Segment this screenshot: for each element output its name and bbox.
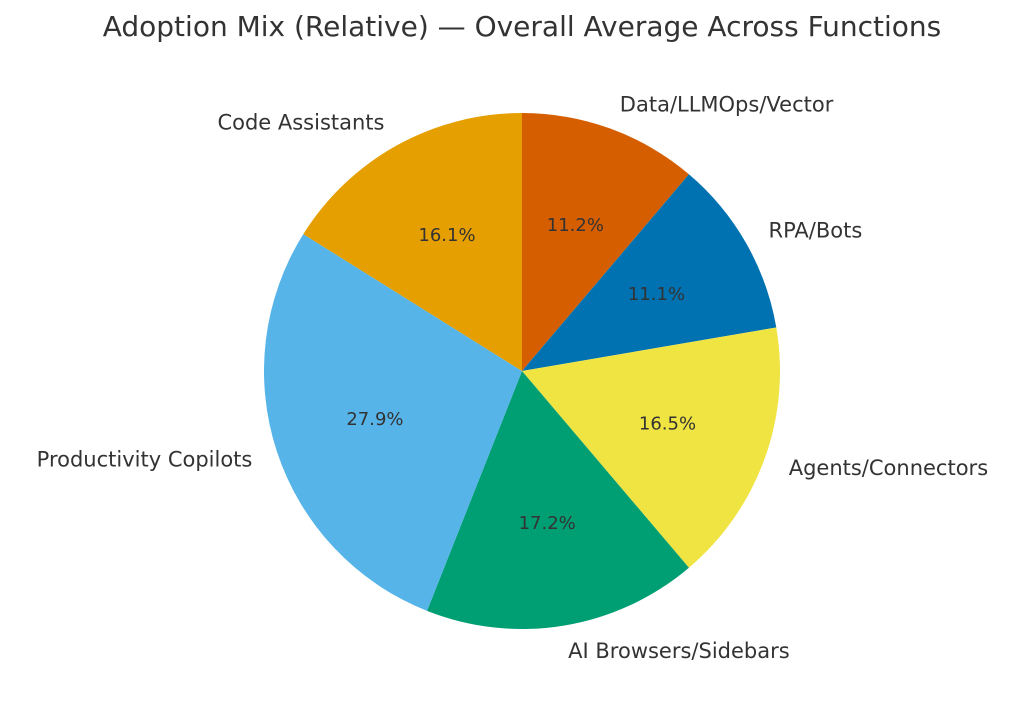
slice-label-data-llmops-vector: Data/LLMOps/Vector — [620, 93, 834, 117]
pie-slice-ai-browsers-sidebars — [427, 371, 689, 629]
slice-label-agents-connectors: Agents/Connectors — [789, 456, 988, 480]
pie-slice-productivity-copilots — [264, 234, 522, 611]
pct-label-ai-browsers-sidebars: 17.2% — [519, 513, 576, 534]
slice-label-rpa-bots: RPA/Bots — [769, 218, 863, 242]
slice-label-code-assistants: Code Assistants — [217, 111, 384, 135]
slice-label-productivity-copilots: Productivity Copilots — [37, 448, 253, 472]
pie-slice-agents-connectors — [522, 327, 781, 568]
pie-labels: 11.2% Data/LLMOps/Vector 11.1% RPA/Bots 16.5… — [37, 93, 988, 663]
pct-label-data-llmops-vector: 11.2% — [547, 215, 604, 236]
pie-slice-code-assistants — [303, 112, 522, 371]
chart-title: Adoption Mix (Relative) — Overall Averag… — [103, 10, 942, 43]
pct-label-rpa-bots: 11.1% — [628, 284, 685, 305]
pie-slice-data-llmops-vector — [522, 113, 689, 371]
slice-label-ai-browsers-sidebars: AI Browsers/Sidebars — [568, 639, 790, 663]
pct-label-code-assistants: 16.1% — [418, 225, 475, 246]
pct-label-agents-connectors: 16.5% — [639, 413, 696, 434]
pie-slice-rpa-bots — [522, 174, 777, 371]
pct-label-productivity-copilots: 27.9% — [346, 409, 403, 430]
pie-slices — [264, 112, 781, 629]
